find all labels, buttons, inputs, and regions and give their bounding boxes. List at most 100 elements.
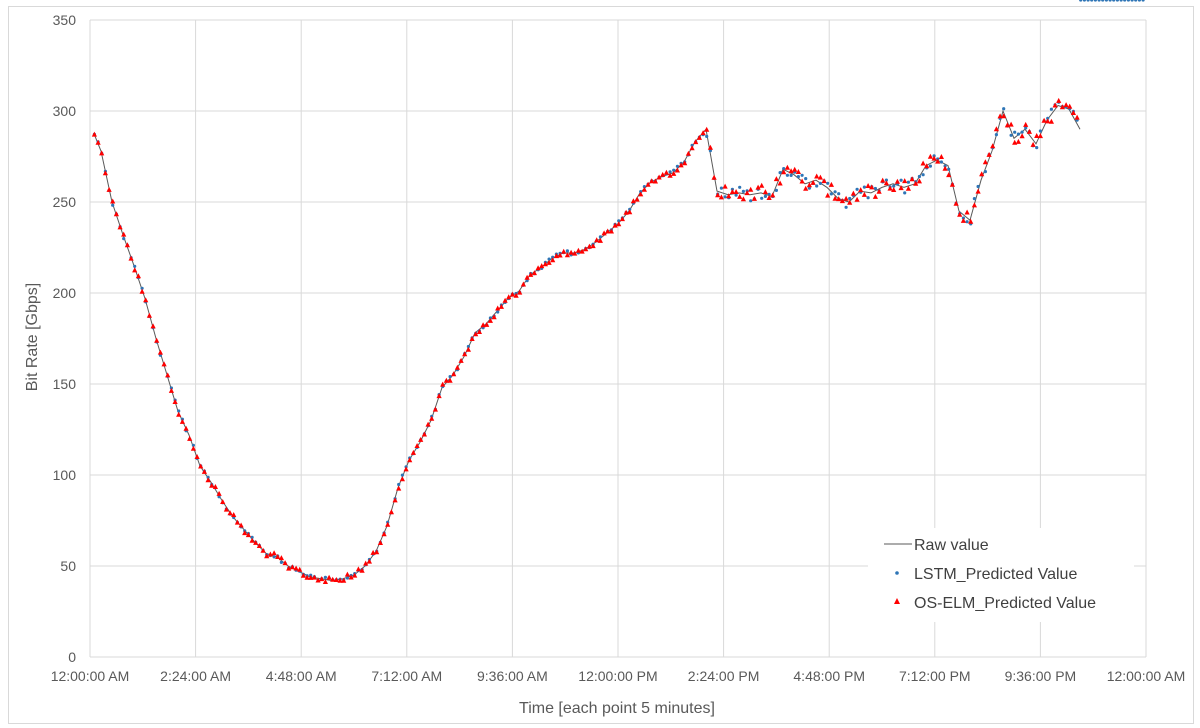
oselm-point: [245, 532, 251, 538]
oselm-point: [755, 184, 761, 190]
oselm-point: [913, 180, 919, 186]
oselm-point: [106, 186, 112, 192]
oselm-point: [641, 186, 647, 192]
oselm-point: [1012, 139, 1018, 145]
oselm-point: [286, 565, 292, 571]
oselm-point: [1041, 117, 1047, 123]
oselm-point: [814, 173, 820, 179]
y-tick-label: 50: [60, 558, 76, 574]
oselm-point: [748, 186, 754, 192]
oselm-point: [616, 221, 622, 227]
lstm-point: [1093, 0, 1097, 2]
lstm-point: [1134, 0, 1138, 2]
lstm-point: [719, 186, 724, 190]
lstm-point: [818, 181, 823, 185]
oselm-point: [429, 415, 435, 421]
oselm-point: [421, 431, 427, 437]
lstm-point: [1009, 133, 1013, 137]
oselm-point: [542, 261, 548, 267]
oselm-point: [561, 248, 567, 254]
lstm-point: [749, 199, 753, 203]
oselm-point: [968, 218, 974, 224]
oselm-point: [836, 196, 842, 202]
oselm-point: [462, 351, 468, 357]
lstm-point: [789, 173, 793, 177]
oselm-point: [997, 113, 1003, 119]
oselm-point: [627, 209, 633, 215]
lstm-point: [397, 482, 401, 487]
oselm-point: [440, 381, 446, 387]
oselm-point: [209, 482, 215, 488]
oselm-point: [473, 331, 479, 337]
oselm-point: [227, 510, 233, 516]
oselm-point: [506, 294, 512, 300]
lstm-point: [917, 174, 922, 179]
oselm-point: [586, 243, 592, 249]
oselm-point: [601, 230, 607, 236]
oselm-point: [887, 185, 893, 191]
oselm-point: [825, 192, 831, 198]
oselm-point: [865, 183, 871, 188]
oselm-point: [880, 177, 886, 183]
oselm-point: [1052, 102, 1058, 108]
oselm-point: [520, 281, 526, 287]
oselm-point: [667, 172, 673, 178]
oselm-point: [539, 263, 545, 269]
lstm-point: [400, 473, 404, 477]
oselm-point: [781, 169, 787, 175]
lstm-point: [1079, 0, 1083, 2]
oselm-point: [179, 418, 185, 424]
oselm-point: [832, 195, 838, 201]
oselm-point: [91, 131, 97, 137]
oselm-point: [495, 305, 501, 311]
lstm-point: [815, 184, 819, 188]
oselm-point: [916, 178, 922, 184]
oselm-point: [1048, 118, 1054, 124]
oselm-point: [935, 158, 941, 164]
lstm-point: [903, 191, 907, 195]
oselm-point: [605, 228, 611, 234]
oselm-point: [718, 194, 724, 200]
oselm-point: [95, 139, 101, 145]
oselm-point: [733, 189, 739, 194]
legend-lstm-label: LSTM_Predicted Value: [914, 566, 1077, 583]
oselm-point: [850, 190, 856, 196]
oselm-point: [407, 457, 413, 463]
oselm-point: [722, 183, 728, 189]
x-tick-label: 12:00:00 AM: [51, 668, 130, 684]
series-oselm-points: [91, 97, 1080, 584]
oselm-point: [117, 224, 123, 230]
oselm-point: [355, 566, 361, 572]
lstm-point: [862, 185, 867, 189]
oselm-point: [553, 253, 559, 259]
oselm-point: [905, 185, 911, 191]
x-axis-ticks: 12:00:00 AM 2:24:00 AM 4:48:00 AM 7:12:00 A…: [51, 668, 1186, 684]
oselm-point: [403, 466, 409, 472]
oselm-point: [792, 166, 798, 172]
oselm-point: [399, 476, 405, 482]
lstm-point: [1016, 132, 1021, 136]
oselm-point: [649, 178, 655, 184]
oselm-point: [1019, 133, 1025, 139]
y-axis-ticks: 0 50 100 150 200 250 300 350: [53, 12, 77, 665]
oselm-point: [454, 364, 460, 370]
oselm-point: [608, 228, 614, 234]
oselm-point: [1037, 133, 1043, 139]
oselm-point: [194, 454, 200, 459]
oselm-point: [388, 509, 394, 515]
legend-raw-label: Raw value: [914, 537, 989, 554]
lstm-point: [1141, 0, 1145, 2]
lstm-point: [448, 375, 452, 379]
oselm-point: [883, 180, 889, 186]
oselm-point: [132, 267, 138, 273]
lstm-point: [844, 205, 848, 209]
oselm-point: [238, 522, 244, 528]
lstm-point: [345, 576, 349, 580]
oselm-point: [715, 192, 721, 198]
lstm-point: [1013, 130, 1017, 134]
lstm-point: [884, 178, 889, 182]
oselm-point: [990, 143, 996, 149]
lstm-point: [133, 264, 137, 268]
oselm-point: [443, 377, 449, 383]
